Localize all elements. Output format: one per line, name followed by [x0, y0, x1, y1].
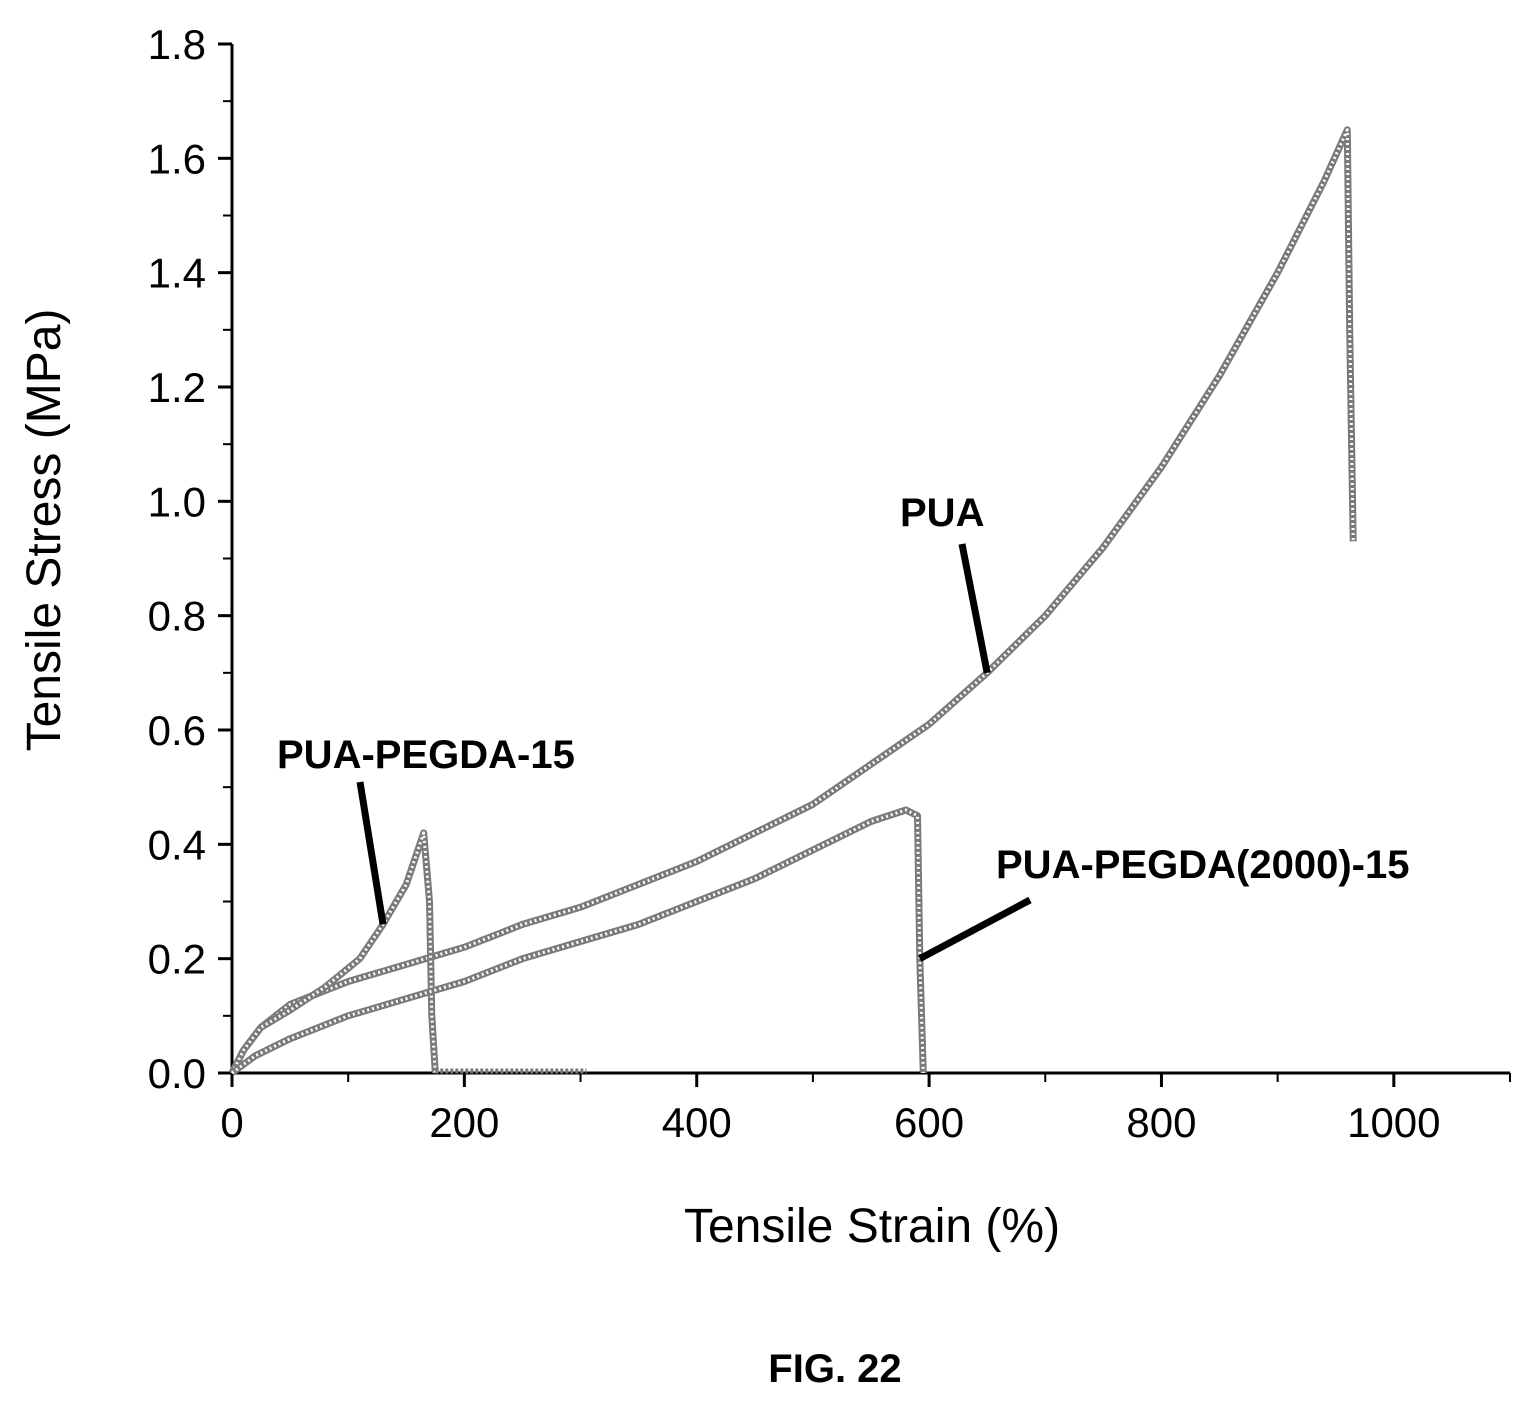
- y-tick-label: 1.8: [148, 21, 206, 68]
- pointer-pua-pegda-15: [356, 781, 387, 925]
- annotations: PUA PUA-PEGDA-15 PUA-PEGDA(2000)-15: [277, 491, 1409, 962]
- x-tick-label: 800: [1126, 1099, 1196, 1146]
- x-tick-label: 1000: [1347, 1099, 1440, 1146]
- label-pua: PUA: [900, 491, 984, 535]
- series-line-pua: [228, 126, 1357, 1075]
- pointer-pua-pegda2000-15: [918, 896, 1032, 962]
- y-tick-label: 1.2: [148, 364, 206, 411]
- label-pua-pegda-15: PUA-PEGDA-15: [277, 733, 575, 777]
- pointer-pua: [958, 543, 991, 674]
- x-tick-label: 600: [894, 1099, 964, 1146]
- y-tick-label: 0.4: [148, 821, 206, 868]
- series-line-pua-pegda2000-15-hatch: [231, 808, 925, 1075]
- label-pua-pegda2000-15: PUA-PEGDA(2000)-15: [996, 843, 1409, 887]
- x-axis-label: Tensile Strain (%): [684, 1200, 1060, 1253]
- y-tick-label: 1.6: [148, 135, 206, 182]
- series-line-pua-pegda-15: [228, 829, 439, 1075]
- y-tick-label: 1.4: [148, 250, 206, 297]
- figure-caption: FIG. 22: [768, 1347, 901, 1391]
- x-tick-label: 0: [220, 1099, 243, 1146]
- y-tick-label: 0.6: [148, 707, 206, 754]
- y-tick-label: 1.0: [148, 478, 206, 525]
- series-line-pua-hatch: [230, 128, 1355, 1074]
- ticks: 0 200 400 600 800 1000 0.0 0.2 0.4 0.6 0.8 1.0 1.2 1.…: [148, 21, 1511, 1146]
- y-tick-label: 0.8: [148, 593, 206, 640]
- series-lines: [228, 126, 1357, 1076]
- x-tick-label: 200: [429, 1099, 499, 1146]
- x-tick-label: 400: [662, 1099, 732, 1146]
- series-line-pua-pegda-15-hatch: [230, 831, 437, 1074]
- y-tick-label: 0.2: [148, 936, 206, 983]
- y-tick-label: 0.0: [148, 1050, 206, 1097]
- y-axis-label: Tensile Stress (MPa): [18, 309, 71, 752]
